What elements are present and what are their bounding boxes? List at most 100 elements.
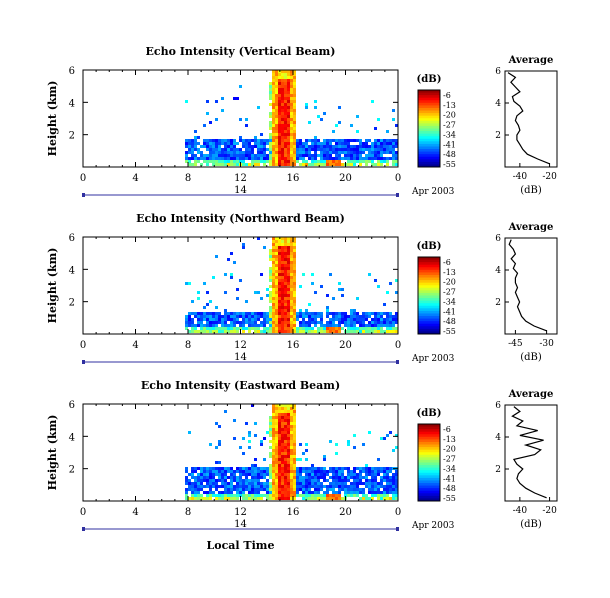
heatmap-cell (290, 127, 293, 130)
heatmap-cell (287, 79, 290, 82)
heatmap-cell (368, 148, 371, 151)
heatmap-cell (374, 279, 377, 282)
heatmap-cell (344, 154, 347, 157)
heatmap-cell (260, 160, 263, 163)
heatmap-cell (272, 154, 275, 157)
heatmap-cell (218, 312, 221, 315)
heatmap-cell (215, 306, 218, 309)
heatmap-cell (281, 300, 284, 303)
heatmap-cell (209, 494, 212, 497)
heatmap-cell (335, 330, 338, 333)
heatmap-cell (332, 491, 335, 494)
heatmap-cell (293, 330, 296, 333)
heatmap-cell (293, 428, 296, 431)
heatmap-cell (308, 321, 311, 324)
heatmap-cell (314, 491, 317, 494)
heatmap-cell (233, 327, 236, 330)
heatmap-cell (203, 160, 206, 163)
heatmap-cell (314, 488, 317, 491)
heatmap-cell (185, 160, 188, 163)
heatmap-cell (278, 297, 281, 300)
heatmap-cell (359, 157, 362, 160)
heatmap-cell (218, 315, 221, 318)
heatmap-cell (245, 321, 248, 324)
heatmap-cell (269, 273, 272, 276)
heatmap-cell (299, 443, 302, 446)
heatmap-cell (281, 255, 284, 258)
heatmap-cell (212, 470, 215, 473)
heatmap-cell (392, 318, 395, 321)
heatmap-cell (290, 109, 293, 112)
heatmap-cell (254, 497, 257, 500)
heatmap-cell (251, 163, 254, 166)
profile-x-tick-label: -20 (542, 506, 557, 516)
heatmap-cell (233, 437, 236, 440)
heatmap-cell (191, 473, 194, 476)
heatmap-cell (287, 494, 290, 497)
heatmap-cell (284, 461, 287, 464)
heatmap-cell (302, 485, 305, 488)
heatmap-cell (323, 324, 326, 327)
heatmap-cell (248, 163, 251, 166)
heatmap-cell (365, 160, 368, 163)
heatmap-cell (395, 151, 398, 154)
heatmap-cell (380, 479, 383, 482)
heatmap-cell (299, 139, 302, 142)
heatmap-cell (359, 145, 362, 148)
heatmap-cell (287, 422, 290, 425)
heatmap-cell (224, 145, 227, 148)
heatmap-cell (281, 273, 284, 276)
heatmap-cell (374, 494, 377, 497)
heatmap-cell (290, 157, 293, 160)
heatmap-cell (269, 82, 272, 85)
heatmap-cell (374, 315, 377, 318)
heatmap-cell (365, 467, 368, 470)
heatmap-cell (242, 473, 245, 476)
heatmap-cell (194, 145, 197, 148)
heatmap-cell (329, 440, 332, 443)
heatmap-cell (281, 151, 284, 154)
heatmap-cell (302, 151, 305, 154)
heatmap-cell (347, 145, 350, 148)
heatmap-cell (296, 148, 299, 151)
heatmap-cell (356, 297, 359, 300)
colorbar-swatch (418, 465, 440, 469)
heatmap-cell (293, 124, 296, 127)
heatmap-cell (377, 318, 380, 321)
heatmap-cell (386, 330, 389, 333)
heatmap-cell (248, 315, 251, 318)
heatmap-cell (263, 145, 266, 148)
heatmap-cell (197, 485, 200, 488)
heatmap-cell (278, 94, 281, 97)
heatmap-cell (281, 410, 284, 413)
heatmap-cell (191, 300, 194, 303)
heatmap-cell (248, 470, 251, 473)
heatmap-cell (329, 312, 332, 315)
heatmap-cell (347, 327, 350, 330)
colorbar-swatch (418, 303, 440, 307)
heatmap-cell (377, 488, 380, 491)
heatmap-cell (206, 148, 209, 151)
heatmap-cell (281, 276, 284, 279)
heatmap-cell (239, 315, 242, 318)
heatmap-cell (221, 97, 224, 100)
heatmap-cell (350, 309, 353, 312)
heatmap-cell (353, 163, 356, 166)
heatmap-cell (290, 318, 293, 321)
heatmap-cell (269, 154, 272, 157)
heatmap-cell (281, 413, 284, 416)
heatmap-cell (299, 315, 302, 318)
heatmap-cell (335, 470, 338, 473)
heatmap-cell (320, 321, 323, 324)
heatmap-cell (209, 327, 212, 330)
heatmap-cell (341, 142, 344, 145)
heatmap-cell (251, 488, 254, 491)
heatmap-cell (224, 142, 227, 145)
heatmap-cell (341, 312, 344, 315)
heatmap-cell (266, 485, 269, 488)
heatmap-cell (236, 163, 239, 166)
heatmap-cell (281, 136, 284, 139)
heatmap-cell (290, 133, 293, 136)
heatmap-cell (239, 491, 242, 494)
colorbar-swatch (418, 118, 440, 122)
